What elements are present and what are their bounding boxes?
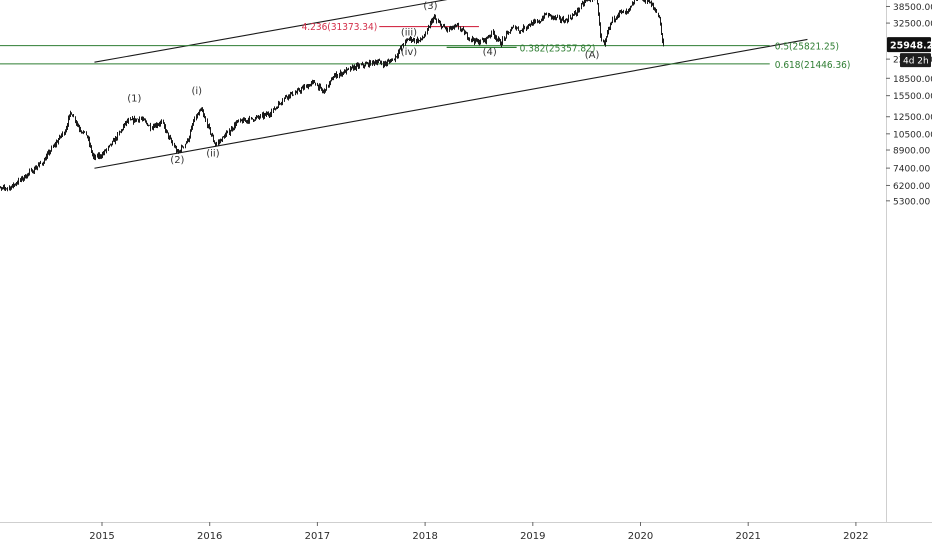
y-tick-label: 18500.00 xyxy=(893,75,932,85)
channel-lines xyxy=(94,0,808,169)
timer-badge xyxy=(900,53,931,68)
y-tick-label: 6200.00 xyxy=(893,182,930,192)
timer-label: 4d 2h xyxy=(903,57,929,67)
y-tick-label: 10500.00 xyxy=(893,130,932,140)
candlestick-series xyxy=(0,0,664,192)
y-tick-label: 5300.00 xyxy=(893,197,930,207)
x-tick-label: 2022 xyxy=(843,531,868,542)
y-tick-label: 15500.00 xyxy=(893,92,932,102)
y-tick-label: 7400.00 xyxy=(893,165,930,175)
channel-upper-line xyxy=(94,0,448,63)
wave-label: (4) xyxy=(483,47,497,58)
last-price-label: 25948.21 xyxy=(890,41,932,52)
x-tick-label: 2020 xyxy=(628,531,653,542)
x-tick-label: 2016 xyxy=(197,531,222,542)
wave-label: (2) xyxy=(170,155,184,166)
wave-label: (ii) xyxy=(206,148,219,159)
y-tick-label: 8900.00 xyxy=(893,147,930,157)
fibonacci-levels: 0.5(25821.25) 0.618(21446.36) 0.382(25357.… xyxy=(0,22,850,71)
x-tick-label: 2017 xyxy=(305,531,330,542)
extension-label: 4.236(31373.34) xyxy=(302,22,378,33)
fib-level-label: 0.5(25821.25) xyxy=(775,42,839,53)
wave-label: (A) xyxy=(585,50,600,61)
channel-lower-line xyxy=(94,38,808,169)
x-tick-label: 2018 xyxy=(412,531,437,542)
fib-level-label: 0.618(21446.36) xyxy=(775,60,851,71)
fib-short-label: 0.382(25357.82) xyxy=(520,43,596,54)
wave-label: (iii) xyxy=(401,27,417,38)
wave-labels: (1)(2)(i)(ii)(iii)(iv)(3)(4)(5)(A)(B) xyxy=(127,1,600,166)
x-tick-label: 2015 xyxy=(89,531,114,542)
last-price-badge xyxy=(887,37,931,53)
x-tick-label: 2021 xyxy=(735,531,760,542)
y-tick-label: 12500.00 xyxy=(893,113,932,123)
y-tick-label: 32500.00 xyxy=(893,20,932,30)
wave-label: (i) xyxy=(191,86,202,97)
wave-label: (1) xyxy=(127,94,141,105)
wave-label: (3) xyxy=(423,1,437,12)
x-tick-label: 2019 xyxy=(520,531,545,542)
wave-label: (iv) xyxy=(401,47,418,58)
y-tick-label: 38500.00 xyxy=(893,3,932,13)
